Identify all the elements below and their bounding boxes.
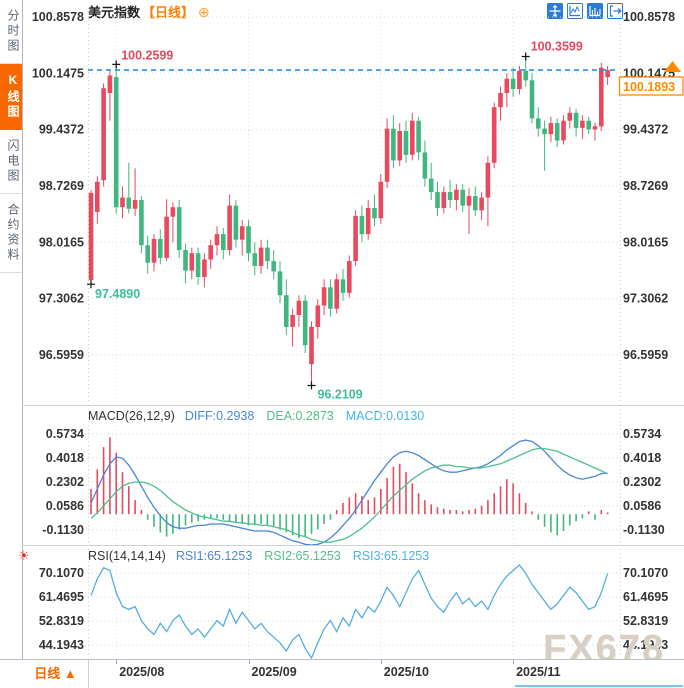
x-scale-icon[interactable]	[567, 3, 583, 19]
svg-text:100.1893: 100.1893	[623, 80, 675, 94]
svg-text:52.8319: 52.8319	[623, 614, 668, 628]
svg-text:52.8319: 52.8319	[39, 614, 84, 628]
macd-params-label: MACD(26,12,9)	[88, 409, 175, 423]
x-axis-label: 2025/10	[383, 665, 429, 679]
chart-title: 美元指数 【日线】 ⊕	[88, 2, 210, 21]
svg-text:96.5959: 96.5959	[39, 348, 84, 362]
svg-text:0.2302: 0.2302	[46, 475, 84, 489]
macd-chart-canvas[interactable]: 0.5734 0.5734 0.4018 0.4018 0.2302 0.2302 0.05…	[0, 406, 684, 545]
svg-text:61.4695: 61.4695	[39, 590, 84, 604]
macd-header: MACD(26,12,9) DIFF:0.2938 DEA:0.2873 MACD:0…	[88, 409, 424, 423]
x-axis-tick	[116, 660, 118, 664]
svg-text:98.0165: 98.0165	[623, 235, 668, 249]
x-axis-label: 2025/11	[516, 665, 561, 679]
extreme-annotations: 100.2599 97.4890 96.2109 100.3599	[87, 40, 583, 402]
macd-grid: 0.5734 0.5734 0.4018 0.4018 0.2302 0.2302 0.05…	[42, 409, 665, 543]
sidebar-item-contract-info[interactable]: 合约资料	[0, 194, 22, 273]
chart-toolbar	[547, 3, 623, 19]
svg-text:97.3062: 97.3062	[623, 292, 668, 306]
rsi-chart-canvas[interactable]: 70.1070 70.1070 61.4695 61.4695 52.8319 52.83…	[0, 546, 684, 659]
panel-divider	[22, 405, 684, 406]
x-axis-tick	[248, 660, 250, 664]
period-tag: 【日线】	[142, 5, 195, 20]
svg-text:70.1070: 70.1070	[623, 566, 668, 580]
rsi3-value: RSI3:65.1253	[352, 549, 430, 563]
svg-text:-0.1130: -0.1130	[623, 523, 665, 537]
svg-text:99.4372: 99.4372	[623, 123, 668, 137]
macd-macd-value: MACD:0.0130	[345, 409, 425, 423]
svg-text:98.7269: 98.7269	[39, 179, 84, 193]
svg-text:100.3599: 100.3599	[531, 40, 583, 54]
svg-text:70.1070: 70.1070	[39, 566, 84, 580]
svg-text:100.2599: 100.2599	[121, 48, 173, 62]
candles	[88, 56, 610, 386]
x-axis-tick	[380, 660, 382, 664]
svg-text:0.0586: 0.0586	[623, 499, 661, 513]
sidebar-item-time-chart[interactable]: 分时图	[0, 0, 22, 64]
sidebar-item-kline-chart[interactable]: K线图	[0, 64, 22, 130]
rsi2-value: RSI2:65.1253	[264, 549, 341, 563]
svg-text:96.5959: 96.5959	[623, 348, 668, 362]
panel-divider	[22, 545, 684, 546]
svg-text:99.4372: 99.4372	[39, 123, 84, 137]
svg-text:0.0586: 0.0586	[46, 499, 84, 513]
svg-text:44.1943: 44.1943	[39, 638, 84, 652]
x-axis-label: 2025/09	[251, 665, 297, 679]
add-indicator-icon[interactable]: ⊕	[198, 4, 210, 20]
rsi-header: RSI(14,14,14) RSI1:65.1253 RSI2:65.1253 RSI…	[88, 549, 429, 563]
svg-text:97.4890: 97.4890	[95, 287, 140, 301]
time-axis-bar: 日线 ▲ 2025/08 2025/09 2025/10 2025/11	[0, 659, 684, 688]
last-price-marker: 100.1893	[618, 61, 684, 96]
svg-text:100.8578: 100.8578	[32, 10, 84, 24]
x-axis-tick	[513, 660, 515, 664]
svg-text:61.4695: 61.4695	[623, 590, 668, 604]
svg-text:0.4018: 0.4018	[46, 451, 84, 465]
svg-text:100.1475: 100.1475	[32, 66, 84, 80]
svg-text:0.4018: 0.4018	[623, 451, 661, 465]
svg-text:0.2302: 0.2302	[623, 475, 661, 489]
y-scale-icon[interactable]	[587, 3, 603, 19]
dea-line	[90, 447, 608, 543]
scroll-indicator[interactable]	[515, 685, 683, 687]
sidebar: 分时图 K线图 闪电图 合约资料	[0, 0, 23, 688]
symbol-name: 美元指数	[88, 5, 141, 20]
svg-text:96.2109: 96.2109	[318, 388, 363, 402]
macd-diff-value: DIFF:0.2938	[184, 409, 255, 423]
svg-text:0.5734: 0.5734	[623, 427, 661, 441]
sidebar-item-lightning-chart[interactable]: 闪电图	[0, 130, 22, 194]
svg-text:-0.1130: -0.1130	[42, 523, 84, 537]
rsi-line	[90, 564, 609, 659]
rsi-grid: 70.1070 70.1070 61.4695 61.4695 52.8319 52.83…	[39, 549, 668, 657]
macd-dea-value: DEA:0.2873	[266, 409, 334, 423]
sun-ray-icon[interactable]: ☀	[18, 548, 30, 563]
macd-histogram	[90, 437, 609, 538]
diff-line	[90, 439, 608, 545]
svg-text:44.1943: 44.1943	[623, 638, 668, 652]
svg-text:97.3062: 97.3062	[39, 292, 84, 306]
svg-text:98.0165: 98.0165	[39, 235, 84, 249]
crosshair-move-icon[interactable]	[547, 3, 563, 19]
pan-exit-icon[interactable]	[607, 3, 623, 19]
svg-text:100.8578: 100.8578	[623, 10, 675, 24]
svg-text:0.5734: 0.5734	[46, 427, 84, 441]
rsi-params-label: RSI(14,14,14)	[88, 549, 166, 563]
svg-text:98.7269: 98.7269	[623, 179, 668, 193]
rsi1-value: RSI1:65.1253	[175, 549, 253, 563]
period-selector[interactable]: 日线 ▲	[23, 660, 89, 688]
x-axis-label: 2025/08	[119, 665, 165, 679]
